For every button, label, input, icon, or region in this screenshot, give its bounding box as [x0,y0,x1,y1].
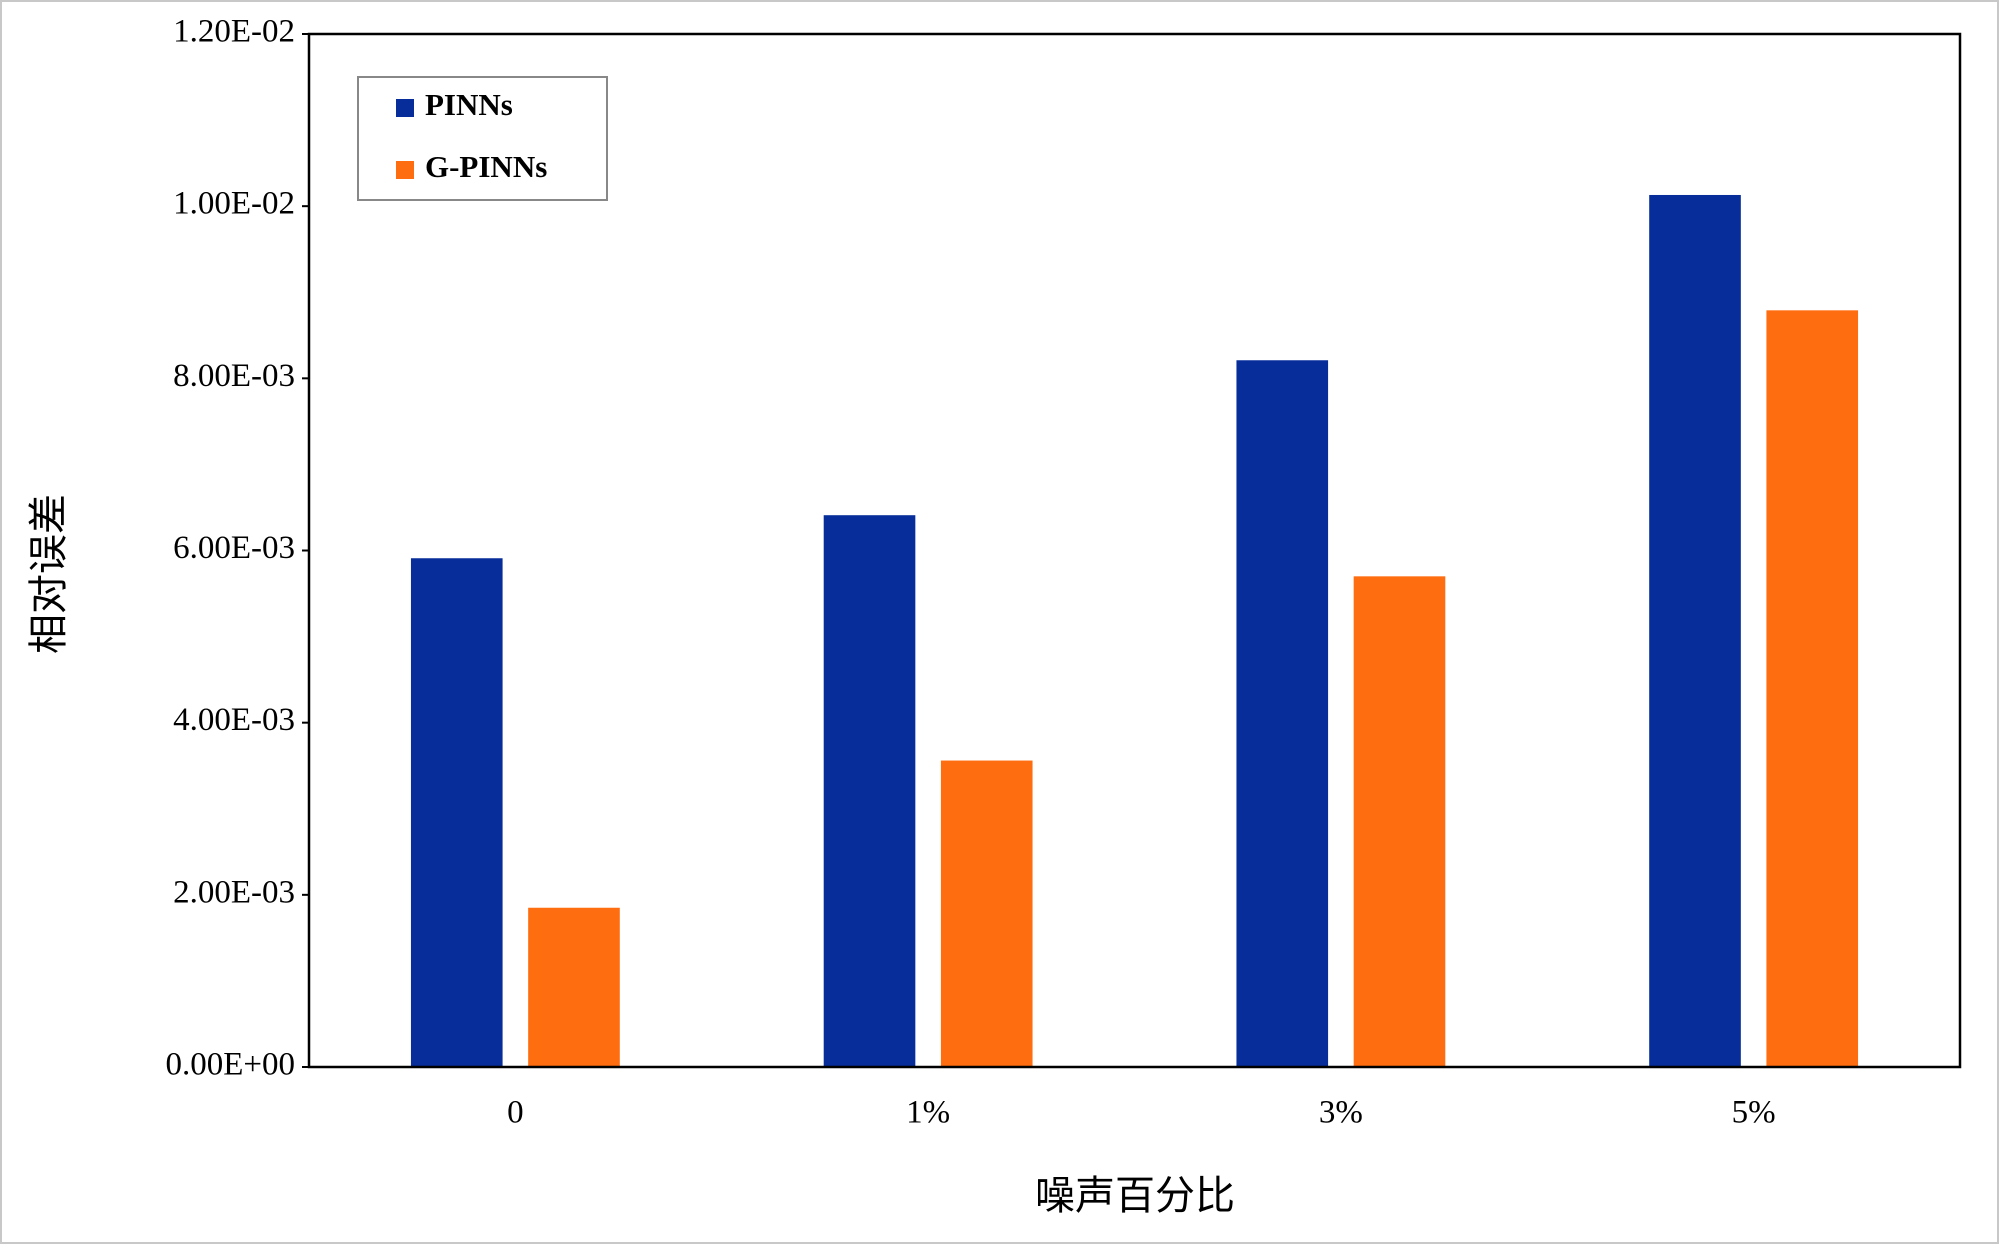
x-tick-label: 3% [1319,1095,1363,1131]
y-tick-label: 6.00E-03 [173,530,295,566]
bar [528,907,620,1067]
bar [410,558,503,1067]
legend-box [357,76,608,201]
bar [1353,576,1446,1067]
y-tick-label: 8.00E-03 [173,358,295,394]
y-tick-label: 1.20E-02 [173,14,295,50]
bar [940,760,1033,1067]
x-axis-title: 噪声百分比 [1035,1173,1235,1219]
y-tick-label: 0.00E+00 [165,1047,295,1083]
legend-label: PINNs [425,87,513,122]
x-tick-label: 0 [507,1095,524,1131]
bar [1236,360,1329,1067]
legend-swatch [396,99,414,117]
x-tick-label: 5% [1732,1095,1776,1131]
legend-label: G-PINNs [425,149,547,184]
bar [1649,194,1741,1067]
y-tick-label: 4.00E-03 [173,702,295,738]
plot-border [307,32,1962,1069]
y-tick-label: 1.00E-02 [173,186,295,222]
y-tick-label: 2.00E-03 [173,874,295,910]
bar [1766,310,1859,1067]
x-tick-label: 1% [906,1095,950,1131]
y-axis-title: 相对误差 [26,494,72,654]
legend-swatch [396,161,414,179]
bar [823,515,916,1067]
